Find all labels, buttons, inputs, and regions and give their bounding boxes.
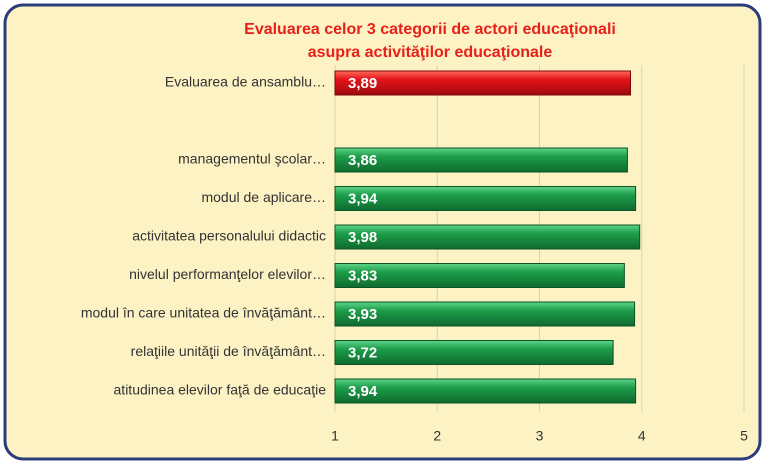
bar xyxy=(334,263,625,288)
bar xyxy=(334,70,632,96)
category-label: managementul şcolar… xyxy=(178,151,326,167)
category-label: activitatea personalului didactic xyxy=(132,228,326,244)
category-label: modul de aplicare… xyxy=(201,189,326,205)
value-label: 3,98 xyxy=(348,229,377,246)
value-label: 3,83 xyxy=(348,267,377,284)
x-tick-label: 4 xyxy=(638,428,646,444)
category-label: relaţiile unităţii de învăţământ… xyxy=(131,343,326,359)
value-label: 3,94 xyxy=(348,190,378,207)
category-label: nivelul performanţelor elevilor… xyxy=(129,266,326,282)
category-label: Evaluarea de ansamblu… xyxy=(165,74,326,90)
bar xyxy=(334,147,628,173)
bar xyxy=(334,224,641,250)
category-label: modul în care unitatea de învăţământ… xyxy=(81,305,326,321)
value-label: 3,72 xyxy=(348,344,377,361)
category-label: atitudinea elevilor faţă de educaţie xyxy=(114,382,327,398)
bar xyxy=(334,378,637,404)
x-tick-label: 1 xyxy=(331,428,339,444)
bar xyxy=(334,340,614,365)
value-label: 3,93 xyxy=(348,306,377,323)
x-tick-label: 2 xyxy=(433,428,441,444)
bar xyxy=(334,186,637,211)
bar xyxy=(334,301,636,327)
chart-title: Evaluarea celor 3 categorii de actori ed… xyxy=(244,21,616,38)
value-label: 3,86 xyxy=(348,152,377,169)
x-tick-label: 3 xyxy=(536,428,544,444)
value-label: 3,89 xyxy=(348,75,377,92)
value-label: 3,94 xyxy=(348,383,378,400)
x-tick-label: 5 xyxy=(740,428,748,444)
chart-title: asupra activităţilor educaţionale xyxy=(308,44,553,61)
